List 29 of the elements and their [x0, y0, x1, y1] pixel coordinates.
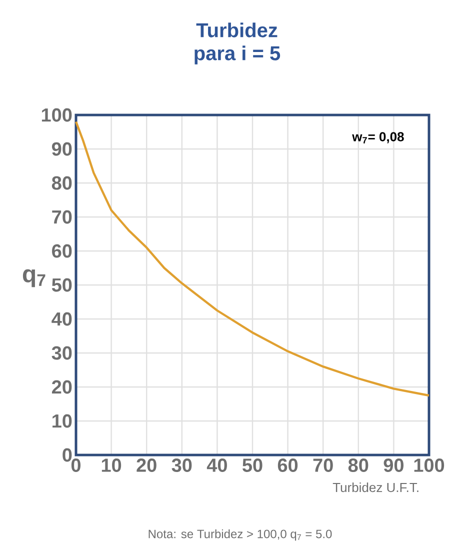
x-tick-label: 80	[348, 458, 368, 472]
y-axis-title: q$_{7}$	[22, 269, 46, 288]
x-tick-label: 60	[278, 458, 298, 472]
y-tick-label: 80	[52, 176, 72, 190]
y-tick-label: 30	[52, 346, 72, 360]
y-tick-label: 60	[52, 244, 72, 258]
line-series	[74, 120, 430, 397]
x-tick-label: 100	[414, 458, 444, 472]
y-tick-label: 90	[52, 142, 72, 156]
y-tick-label: 20	[52, 380, 72, 394]
x-axis-title: Turbidez U.F.T.	[332, 482, 418, 492]
x-tick-label: 10	[102, 458, 122, 472]
annotation: w$_{7}$= 0,08	[352, 132, 404, 144]
x-tick-label: 70	[313, 458, 333, 472]
x-tick-label: 0	[71, 458, 80, 472]
x-tick-label: 40	[206, 458, 227, 472]
y-tick-label: 50	[52, 278, 72, 292]
y-tick-label: 70	[52, 210, 72, 224]
y-tick-label: 40	[52, 312, 72, 326]
chart-title: Turbidez	[196, 22, 278, 38]
text: Nota: se Turbidez > 100,0 q$_{7}$ = 5.0	[148, 529, 332, 541]
y-tick-label: 0	[62, 448, 72, 462]
x-tick-label: 20	[136, 458, 156, 472]
x-tick-label: 50	[242, 458, 262, 472]
y-tick-label: 10	[52, 414, 72, 428]
y-tick-label: 100	[42, 108, 72, 122]
x-tick-label: 30	[172, 458, 192, 472]
chart-subtitle: para i = 5	[194, 46, 280, 64]
x-tick-label: 90	[384, 458, 404, 472]
